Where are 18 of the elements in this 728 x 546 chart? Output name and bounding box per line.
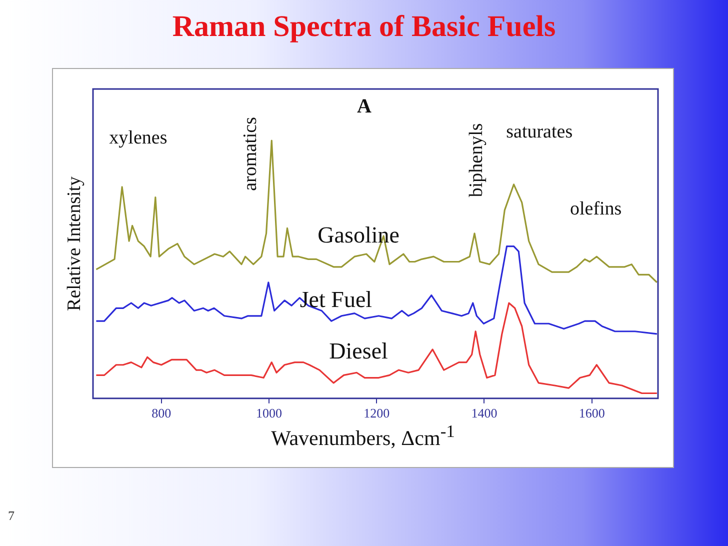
annotation: xylenes: [109, 127, 168, 148]
x-axis-title: Wavenumbers, Δcm$^{-1}$: [270, 421, 456, 451]
x-tick-label: 1400: [471, 406, 498, 421]
x-tick-label: 1200: [364, 406, 390, 421]
annotation: olefins: [570, 198, 622, 220]
series-label: Jet Fuel: [300, 287, 372, 312]
text: 7: [8, 508, 14, 524]
x-tick-label: 1600: [578, 406, 605, 421]
chart-title: Raman Spectra of Basic Fuels: [171, 10, 557, 44]
x-tick-label: 800: [152, 406, 172, 421]
series-label: Gasoline: [318, 222, 400, 248]
series-label: Diesel: [329, 338, 388, 364]
x-tick-label: 1000: [256, 406, 282, 421]
annotation: biphenyls: [466, 123, 488, 198]
text: A: [356, 96, 372, 118]
annotation: aromatics: [240, 117, 262, 191]
y-axis-title: Relative Intensity: [64, 176, 85, 311]
annotation: saturates: [506, 121, 573, 142]
